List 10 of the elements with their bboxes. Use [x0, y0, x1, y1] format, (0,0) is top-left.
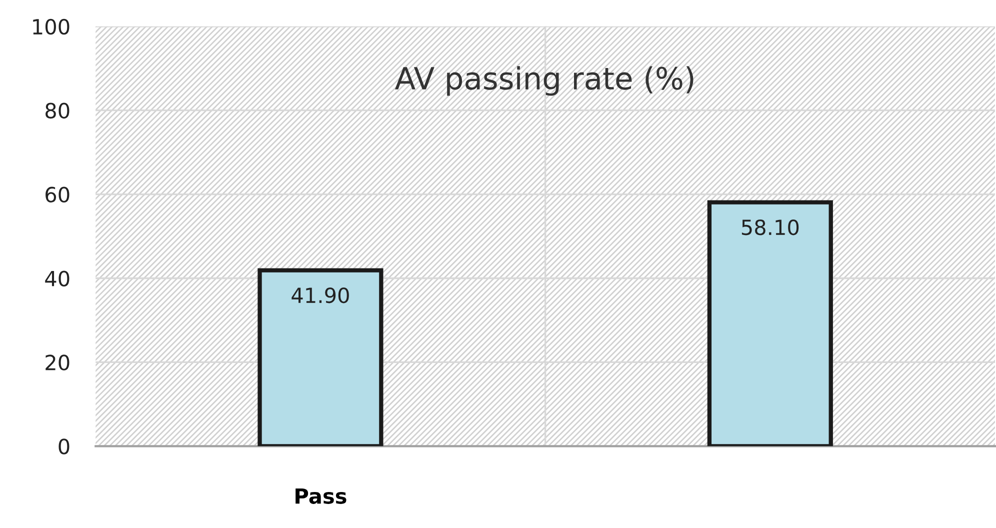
x-tick-label: Pass: [296, 488, 346, 504]
y-tick-label: 100: [33, 18, 70, 35]
y-tick-label: 60: [46, 186, 70, 203]
data-label: 58.10: [742, 219, 799, 236]
text: AV passing rate (%): [394, 66, 694, 96]
data-label: 41.90: [292, 287, 349, 304]
y-tick-label: 40: [45, 270, 70, 286]
y-tick-label: 0: [58, 438, 70, 454]
y-tick-label: 20: [46, 354, 70, 370]
y-tick-label: 80: [46, 102, 70, 119]
